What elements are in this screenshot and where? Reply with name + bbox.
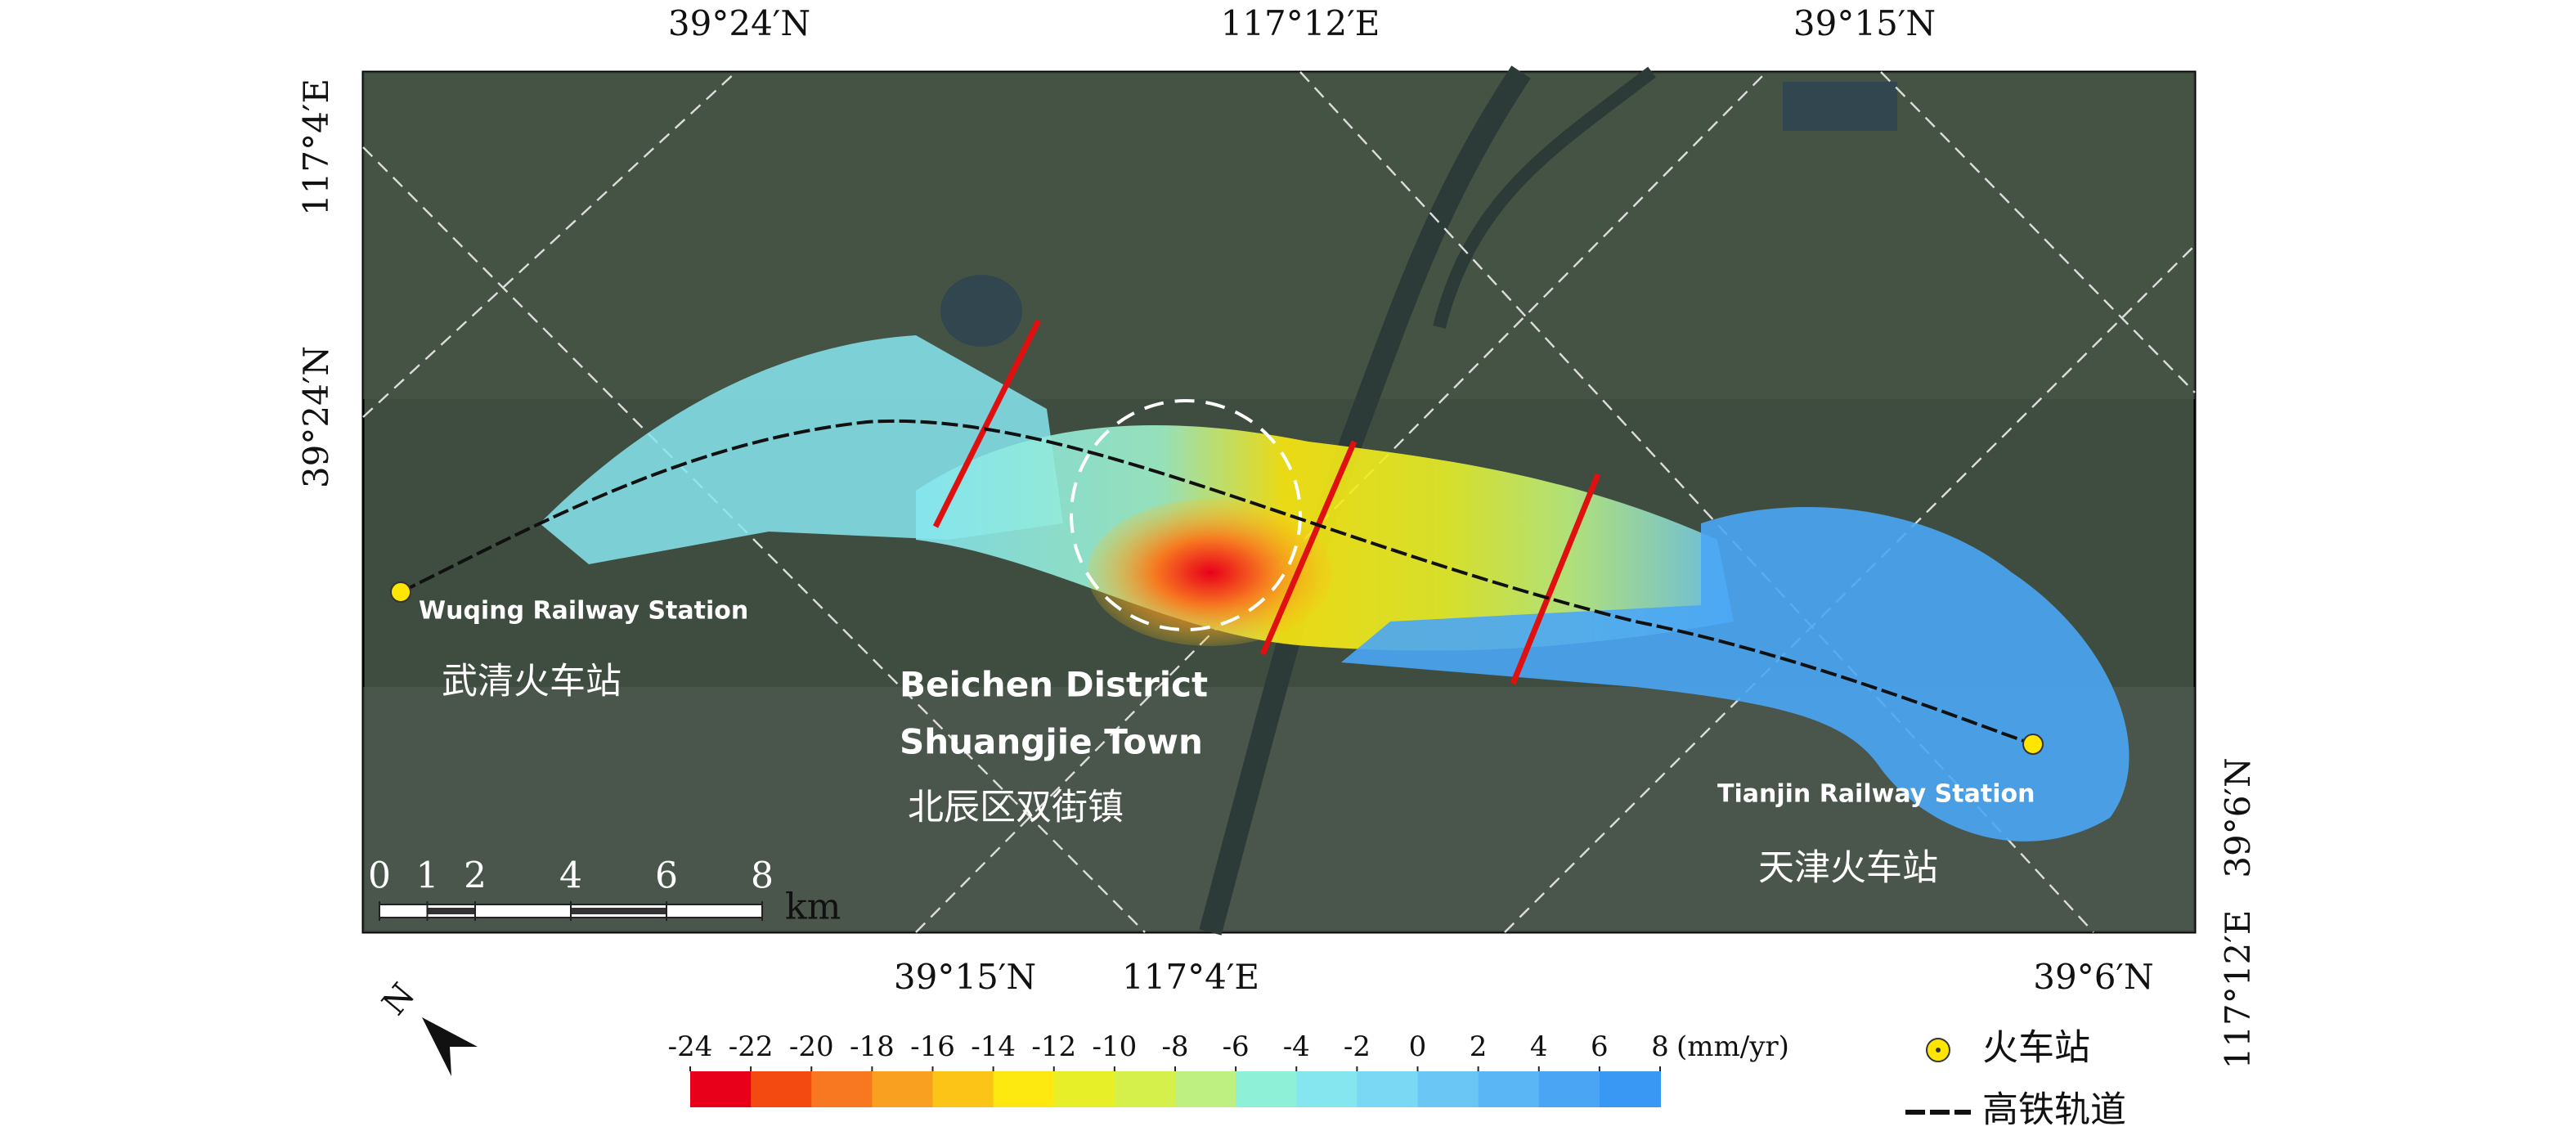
scale-unit: km xyxy=(785,886,841,928)
colorbar-cell xyxy=(1114,1071,1176,1107)
fault-lines xyxy=(932,319,1601,685)
colorbar-cell xyxy=(1599,1071,1661,1107)
colorbar-cell xyxy=(1357,1071,1419,1107)
place-label: Wuqing Railway Station xyxy=(419,597,748,626)
colorbar-label: -4 xyxy=(1283,1030,1310,1063)
colorbar-cell xyxy=(1296,1071,1358,1107)
colorbar-cell xyxy=(1236,1071,1298,1107)
coord-label: 39°15′N xyxy=(1793,3,1936,43)
north-arrow: N xyxy=(375,976,478,1076)
colorbar-label: -18 xyxy=(850,1030,895,1063)
colorbar-label: 4 xyxy=(1530,1030,1548,1063)
river xyxy=(1433,66,1656,329)
terrain xyxy=(363,72,2195,399)
colorbar-cell xyxy=(932,1071,994,1107)
place-label: 北辰区双街镇 xyxy=(908,787,1124,828)
colorbar-cell xyxy=(690,1071,752,1107)
colorbar-cell xyxy=(751,1071,813,1107)
colorbar-cell xyxy=(993,1071,1055,1107)
station xyxy=(2022,734,2044,755)
railway xyxy=(400,420,2034,746)
scale-label: 1 xyxy=(416,855,439,897)
place-label: Tianjin Railway Station xyxy=(1717,780,2035,809)
colorbar-label: 2 xyxy=(1470,1030,1488,1063)
place-label: 天津火车站 xyxy=(1758,847,1938,889)
colorbar-unit: (mm/yr) xyxy=(1676,1030,1789,1063)
focus-circle xyxy=(1070,399,1302,631)
colorbar-cell xyxy=(1175,1071,1237,1107)
colorbar-label: -8 xyxy=(1161,1030,1188,1063)
coord-label: 117°4′E xyxy=(296,79,336,216)
colorbar-label: -2 xyxy=(1344,1030,1371,1063)
colorbar-label: 6 xyxy=(1591,1030,1609,1063)
colorbar-label: 0 xyxy=(1409,1030,1427,1063)
colorbar-label: -16 xyxy=(910,1030,955,1063)
place-label: Shuangjie Town xyxy=(900,722,1203,762)
colorbar-cell xyxy=(872,1071,934,1107)
scale-label: 6 xyxy=(655,855,678,897)
lake xyxy=(940,275,1022,347)
legend-label: 火车站 xyxy=(1982,1027,2090,1069)
station xyxy=(390,581,411,603)
coord-label: 39°6′N xyxy=(2033,957,2153,997)
colorbar-label: -12 xyxy=(1031,1030,1076,1063)
subsidence-center xyxy=(1088,499,1333,646)
colorbar-label: -6 xyxy=(1223,1030,1250,1063)
coord-label: 39°15′N xyxy=(894,957,1036,997)
legend-symbol xyxy=(1936,1048,1941,1052)
scale-label: 0 xyxy=(368,855,391,897)
coord-label: 117°12′E xyxy=(1221,3,1380,43)
colorbar-cell xyxy=(811,1071,873,1107)
coord-label: 39°24′N xyxy=(296,346,336,488)
colorbar-label: -22 xyxy=(729,1030,774,1063)
scale-label: 2 xyxy=(464,855,487,897)
legend-label: 高铁轨道 xyxy=(1982,1089,2126,1131)
coord-label: 117°12′E xyxy=(2218,910,2258,1070)
lake xyxy=(1783,82,1897,131)
colorbar-cell xyxy=(1417,1071,1479,1107)
place-label: 武清火车站 xyxy=(442,661,622,702)
place-label: Beichen District xyxy=(900,665,1208,705)
north-label: N xyxy=(375,976,423,1022)
map: Wuqing Railway Station 武清火车站 Beichen Dis… xyxy=(361,65,2197,936)
arrow xyxy=(422,1017,478,1076)
colorbar-cell xyxy=(1538,1071,1600,1107)
scale-label: 8 xyxy=(751,855,774,897)
scale-label: 4 xyxy=(559,855,582,897)
coord-label: 117°4′E xyxy=(1122,957,1259,997)
colorbar-cell xyxy=(1478,1071,1540,1107)
colorbar-label: -10 xyxy=(1092,1030,1137,1063)
colorbar-label: 8 xyxy=(1651,1030,1669,1063)
coord-label: 39°6′N xyxy=(2218,757,2258,877)
deformation-zone xyxy=(1341,507,2129,842)
coord-label: 39°24′N xyxy=(668,3,810,43)
scale-segment xyxy=(427,908,475,914)
scale-segment xyxy=(571,908,666,914)
colorbar-cell xyxy=(1053,1071,1115,1107)
colorbar-label: -24 xyxy=(668,1030,713,1063)
colorbar-label: -20 xyxy=(789,1030,834,1063)
colorbar-label: -14 xyxy=(971,1030,1016,1063)
river xyxy=(1199,65,1531,936)
